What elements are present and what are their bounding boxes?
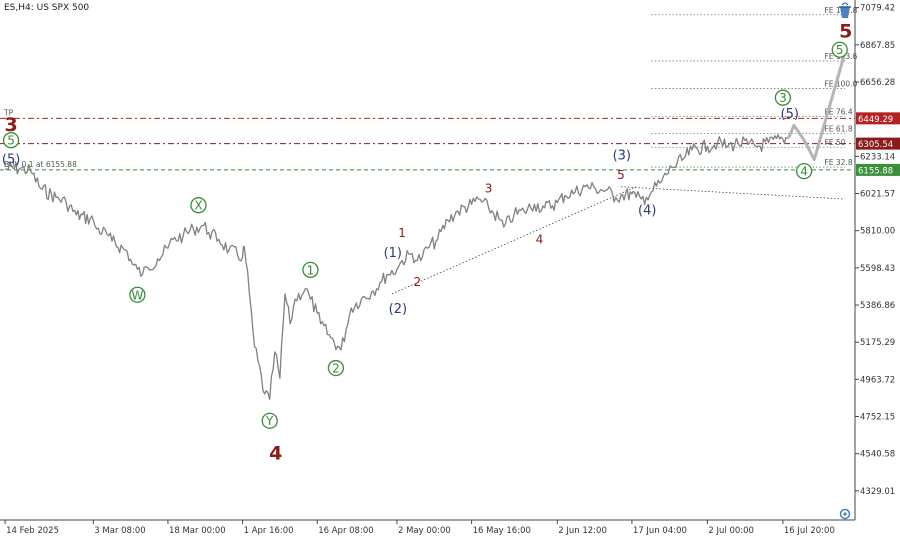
wave-label: 4 [269,442,282,464]
x-tick-label: 16 Apr 08:00 [318,526,373,536]
wave-label: (4) [638,203,656,218]
wave-label: 5 [839,21,852,43]
projection-line [787,52,847,161]
circle-marker-icon[interactable] [839,508,851,520]
wave-label: 2 [414,275,422,289]
x-tick-label: 2 Jun 12:00 [558,526,607,536]
fib-level-label: FE 32.8 [824,158,852,167]
wave-label: 1 [398,226,406,240]
price-tag-box [856,163,900,176]
fib-level-label: FE 50 [824,138,845,147]
wave-label: 4 [536,232,544,246]
y-tick-label: 4329.01 [860,487,895,497]
wave-label: 3 [485,181,493,195]
y-tick-label: 7079.42 [860,4,895,14]
trade-level-label: BUY 0.1 at 6155.88 [4,160,77,169]
x-tick-label: 2 Jul 00:00 [708,526,754,536]
fibonacci-levels: FE 161.8FE 123.6FE 100.0FE 76.4FE 61.8FE… [651,6,858,168]
trendlines [391,186,845,295]
y-tick-label: 5386.86 [860,301,895,311]
wave-label: (1) [384,246,402,261]
y-tick-label: 5598.43 [860,264,895,274]
wave-label: 1 [307,263,315,277]
x-tick-label: 16 Jul 20:00 [784,526,835,536]
price-line [5,134,790,400]
wave-circle [327,359,345,377]
wave-label: Y [265,414,274,428]
plot-frame [0,0,856,521]
wave-label: 5 [617,168,625,182]
fib-level-label: FE 61.8 [824,125,852,134]
wave-circle [831,41,848,58]
price-series [5,52,847,400]
wave-label: 5 [836,43,844,57]
wave-label: 4 [800,165,808,179]
wave-circle [261,412,278,429]
y-tick-label: 6233.14 [860,152,895,162]
wave-circle [129,286,146,303]
y-tick-label: 6656.28 [860,78,895,88]
price-axis[interactable]: 7079.42 6867.85 6656.28 6233.14 6021.57 5810.… [855,4,895,497]
wave-circle [302,261,319,278]
price-tag-label: 6449.29 [858,115,893,125]
wave-label: X [194,199,202,213]
y-tick-label: 4752.15 [860,413,895,423]
wave-label: (5) [2,153,20,168]
wave-label: 3 [4,114,17,136]
x-tick-label: 17 Jun 04:00 [633,526,687,536]
wave-circle [190,197,207,214]
trendline [620,186,845,200]
x-tick-label: 2 May 00:00 [398,526,451,536]
y-tick-label: 5810.00 [860,227,895,237]
wave-circle [795,162,813,180]
trendline [391,186,637,295]
price-tag-box [856,137,900,150]
price-tag-label: 6305.54 [858,140,893,150]
wave-label: 5 [7,134,15,148]
wave-label: W [131,288,143,302]
x-tick-label: 1 Apr 16:00 [244,526,294,536]
time-axis[interactable]: 14 Feb 2025 3 Mar 08:00 18 Mar 00:00 1 Apr … [4,520,835,536]
wave-label: (5) [781,107,799,122]
y-tick-label: 5175.29 [860,338,895,348]
x-tick-label: 18 Mar 00:00 [169,526,226,536]
y-tick-label: 6021.57 [860,189,895,199]
bucket-icon[interactable] [839,2,851,18]
wave-label: (3) [613,148,631,163]
wave-circle [2,132,20,149]
fib-level-label: FE 76.4 [824,108,852,117]
wave-circle [774,89,792,106]
wave-label: 2 [332,362,340,376]
chart-title: ES,H4: US SPX 500 [4,3,89,13]
price-tag-box [856,112,900,125]
y-tick-label: 4963.72 [860,375,895,385]
x-tick-label: 14 Feb 2025 [6,526,59,536]
y-tick-label: 4540.58 [860,450,895,460]
trade-level-label: TP [3,108,14,117]
wave-label: 3 [779,91,787,105]
x-tick-label: 3 Mar 08:00 [94,526,145,536]
x-tick-label: 16 May 16:00 [473,526,531,536]
wave-label: (2) [389,302,407,317]
y-tick-label: 6867.85 [860,41,895,51]
price-tag-label: 6155.88 [858,166,893,176]
fib-level-label: FE 100.0 [824,80,857,89]
